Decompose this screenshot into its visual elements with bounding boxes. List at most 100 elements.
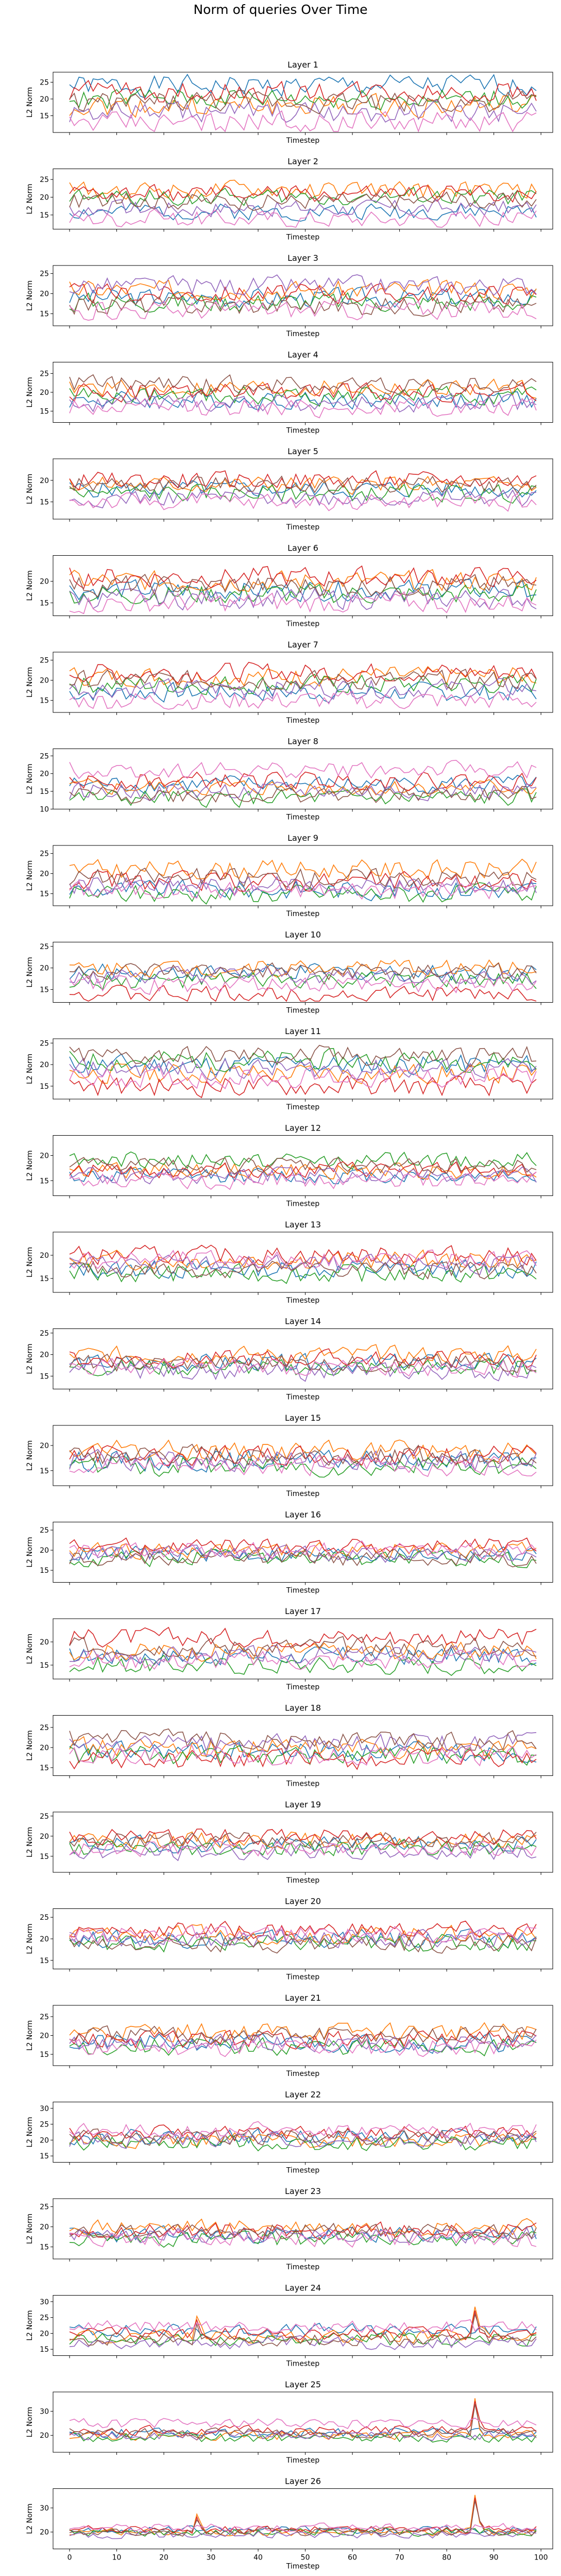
subplot-title: Layer 20 xyxy=(285,1897,321,1906)
series-line xyxy=(69,488,537,509)
y-tick-label: 15 xyxy=(40,1853,49,1861)
series-line xyxy=(69,2530,537,2539)
series-line xyxy=(69,2335,537,2350)
y-tick-label: 15 xyxy=(40,2051,49,2059)
y-tick-label: 20 xyxy=(40,1638,49,1647)
y-tick-label: 25 xyxy=(40,79,49,87)
series-line xyxy=(69,2033,537,2054)
layer-panel: Layer 7 15 20 25 Timestep L2 Norm xyxy=(26,640,553,725)
series-line xyxy=(69,1449,537,1472)
series-line xyxy=(69,1249,537,1270)
series-line xyxy=(69,1829,537,1846)
y-tick-label: 20 xyxy=(40,477,49,485)
series-line xyxy=(69,1832,537,1849)
layer-panel: Layer 5 15 20 Timestep L2 Norm xyxy=(26,446,553,531)
series-line xyxy=(69,1736,537,1759)
series-line xyxy=(69,1443,537,1467)
layer-panel: Layer 23 15 20 25 Timestep L2 Norm xyxy=(26,2186,553,2271)
y-tick-label: 15 xyxy=(40,788,49,796)
x-axis-label: Timestep xyxy=(286,1780,320,1788)
figure-title: Norm of queries Over Time xyxy=(193,2,368,17)
series-line xyxy=(69,1928,537,1949)
plot-frame xyxy=(53,1328,553,1389)
x-tick-label: 40 xyxy=(253,2554,263,2562)
layer-panel: Layer 6 15 20 Timestep L2 Norm xyxy=(26,543,553,628)
series-line xyxy=(69,759,537,779)
y-tick-label: 20 xyxy=(40,2032,49,2040)
x-tick-label: 90 xyxy=(489,2554,499,2562)
layer-panel: Layer 9 15 20 25 Timestep L2 Norm xyxy=(26,833,553,918)
y-tick-label: 30 xyxy=(40,2407,49,2416)
series-line xyxy=(69,1444,537,1467)
plot-frame xyxy=(53,749,553,809)
series-line xyxy=(69,984,537,1002)
plot-frame xyxy=(53,265,553,326)
x-axis-label: Timestep xyxy=(286,2456,320,2465)
series-line xyxy=(69,484,537,504)
series-line xyxy=(69,1057,537,1082)
y-tick-label: 20 xyxy=(40,1833,49,1841)
y-tick-label: 20 xyxy=(40,2432,49,2440)
plot-frame xyxy=(53,1425,553,1486)
y-tick-label: 15 xyxy=(40,1083,49,1091)
y-axis-label: L2 Norm xyxy=(26,1827,34,1857)
y-axis-label: L2 Norm xyxy=(26,1150,34,1181)
layer-panel: Layer 16 15 20 25 Timestep L2 Norm xyxy=(26,1510,553,1595)
series-line xyxy=(69,1157,537,1175)
series-line xyxy=(69,1348,537,1369)
series-line xyxy=(69,110,537,132)
series-line xyxy=(69,475,537,495)
layer-panel: Layer 3 15 20 25 Timestep L2 Norm xyxy=(26,253,553,338)
y-tick-label: 15 xyxy=(40,112,49,121)
y-tick-label: 25 xyxy=(40,1813,49,1821)
subplot-title: Layer 15 xyxy=(285,1413,321,1423)
x-axis-label: Timestep xyxy=(286,1587,320,1595)
series-line xyxy=(69,880,537,900)
layer-panel: Layer 13 15 20 Timestep L2 Norm xyxy=(26,1220,553,1305)
x-axis-label: Timestep xyxy=(286,2167,320,2175)
y-tick-label: 20 xyxy=(40,1252,49,1260)
y-tick-label: 20 xyxy=(40,578,49,586)
y-tick-label: 20 xyxy=(40,389,49,397)
series-line xyxy=(69,2025,537,2045)
series-line xyxy=(69,475,537,494)
series-line xyxy=(69,1933,537,1953)
series-line xyxy=(69,565,537,589)
y-tick-label: 25 xyxy=(40,943,49,951)
series-line xyxy=(69,208,537,228)
x-tick-label: 100 xyxy=(534,2554,548,2562)
subplot-title: Layer 7 xyxy=(287,640,318,650)
x-axis-label: Timestep xyxy=(286,1393,320,1402)
x-axis-label: Timestep xyxy=(286,427,320,435)
x-axis-label: Timestep xyxy=(286,1973,320,1982)
series-line xyxy=(69,1748,537,1770)
y-tick-label: 20 xyxy=(40,1061,49,1069)
y-tick-label: 20 xyxy=(40,1744,49,1752)
series-line xyxy=(69,587,537,611)
series-line xyxy=(69,1361,537,1382)
plot-frame xyxy=(53,1811,553,1873)
subplot-title: Layer 17 xyxy=(285,1606,321,1616)
y-tick-label: 20 xyxy=(40,1152,49,1160)
layer-panel: Layer 19 15 20 25 Timestep L2 Norm xyxy=(26,1800,553,1885)
y-axis-label: L2 Norm xyxy=(26,377,34,407)
y-axis-label: L2 Norm xyxy=(26,570,34,601)
plot-frame xyxy=(53,1618,553,1680)
x-axis-label: Timestep xyxy=(286,1200,320,1208)
x-axis-label: Timestep xyxy=(286,1103,320,1111)
y-axis-label: L2 Norm xyxy=(26,1247,34,1277)
y-tick-label: 25 xyxy=(40,176,49,184)
series-line xyxy=(69,1641,537,1662)
series-line xyxy=(69,2401,537,2436)
y-tick-label: 10 xyxy=(40,806,49,814)
series-line xyxy=(69,1166,537,1185)
x-axis-label: Timestep xyxy=(286,717,320,725)
series-line xyxy=(69,2495,537,2537)
series-line xyxy=(69,73,537,98)
y-tick-label: 15 xyxy=(40,1567,49,1575)
y-tick-label: 15 xyxy=(40,2152,49,2160)
y-tick-label: 20 xyxy=(40,677,49,685)
series-line xyxy=(69,1161,537,1180)
series-line xyxy=(69,775,537,794)
